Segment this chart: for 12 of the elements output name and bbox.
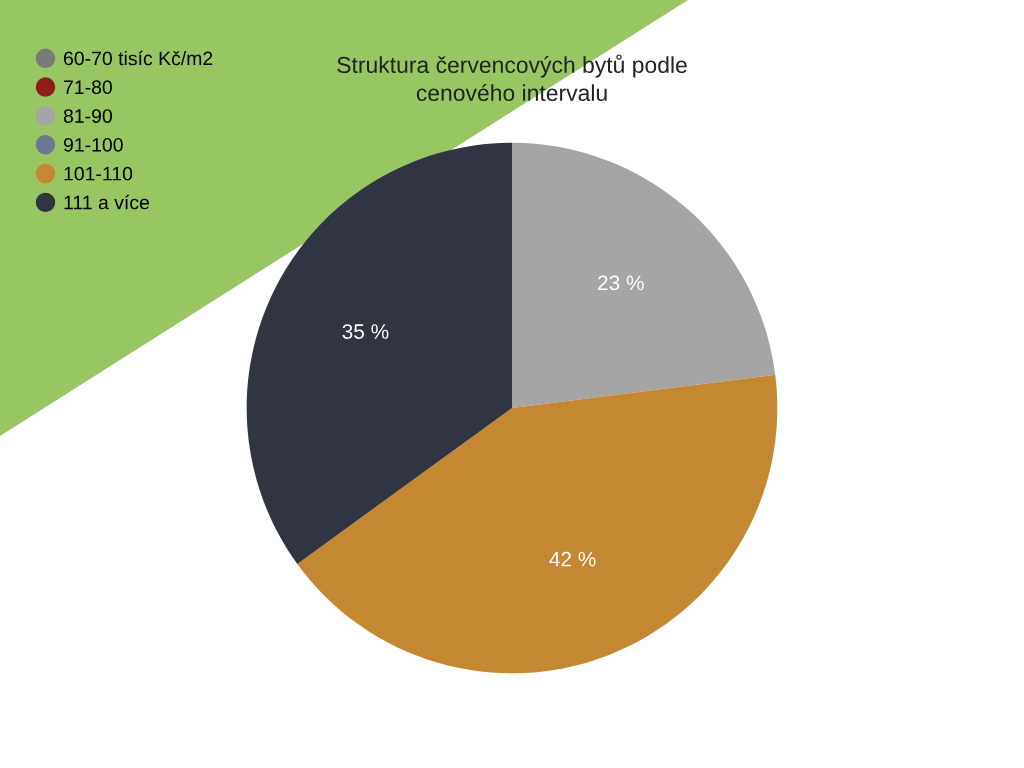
legend-label: 91-100	[63, 137, 123, 152]
legend-label: 111 a více	[64, 194, 149, 210]
data-label: 35 %	[342, 324, 389, 339]
legend-label: 60-70 tisíc Kč/m2	[63, 50, 213, 66]
legend-label: 71-80	[64, 80, 112, 95]
pie-slice	[297, 374, 778, 674]
data-label: 42 %	[549, 551, 596, 567]
legend-label: 81-90	[63, 109, 112, 123]
pie-slice	[246, 142, 512, 564]
pie-slice	[512, 142, 776, 408]
data-label: 23 %	[598, 275, 644, 291]
legend-label: 101-110	[64, 166, 133, 181]
